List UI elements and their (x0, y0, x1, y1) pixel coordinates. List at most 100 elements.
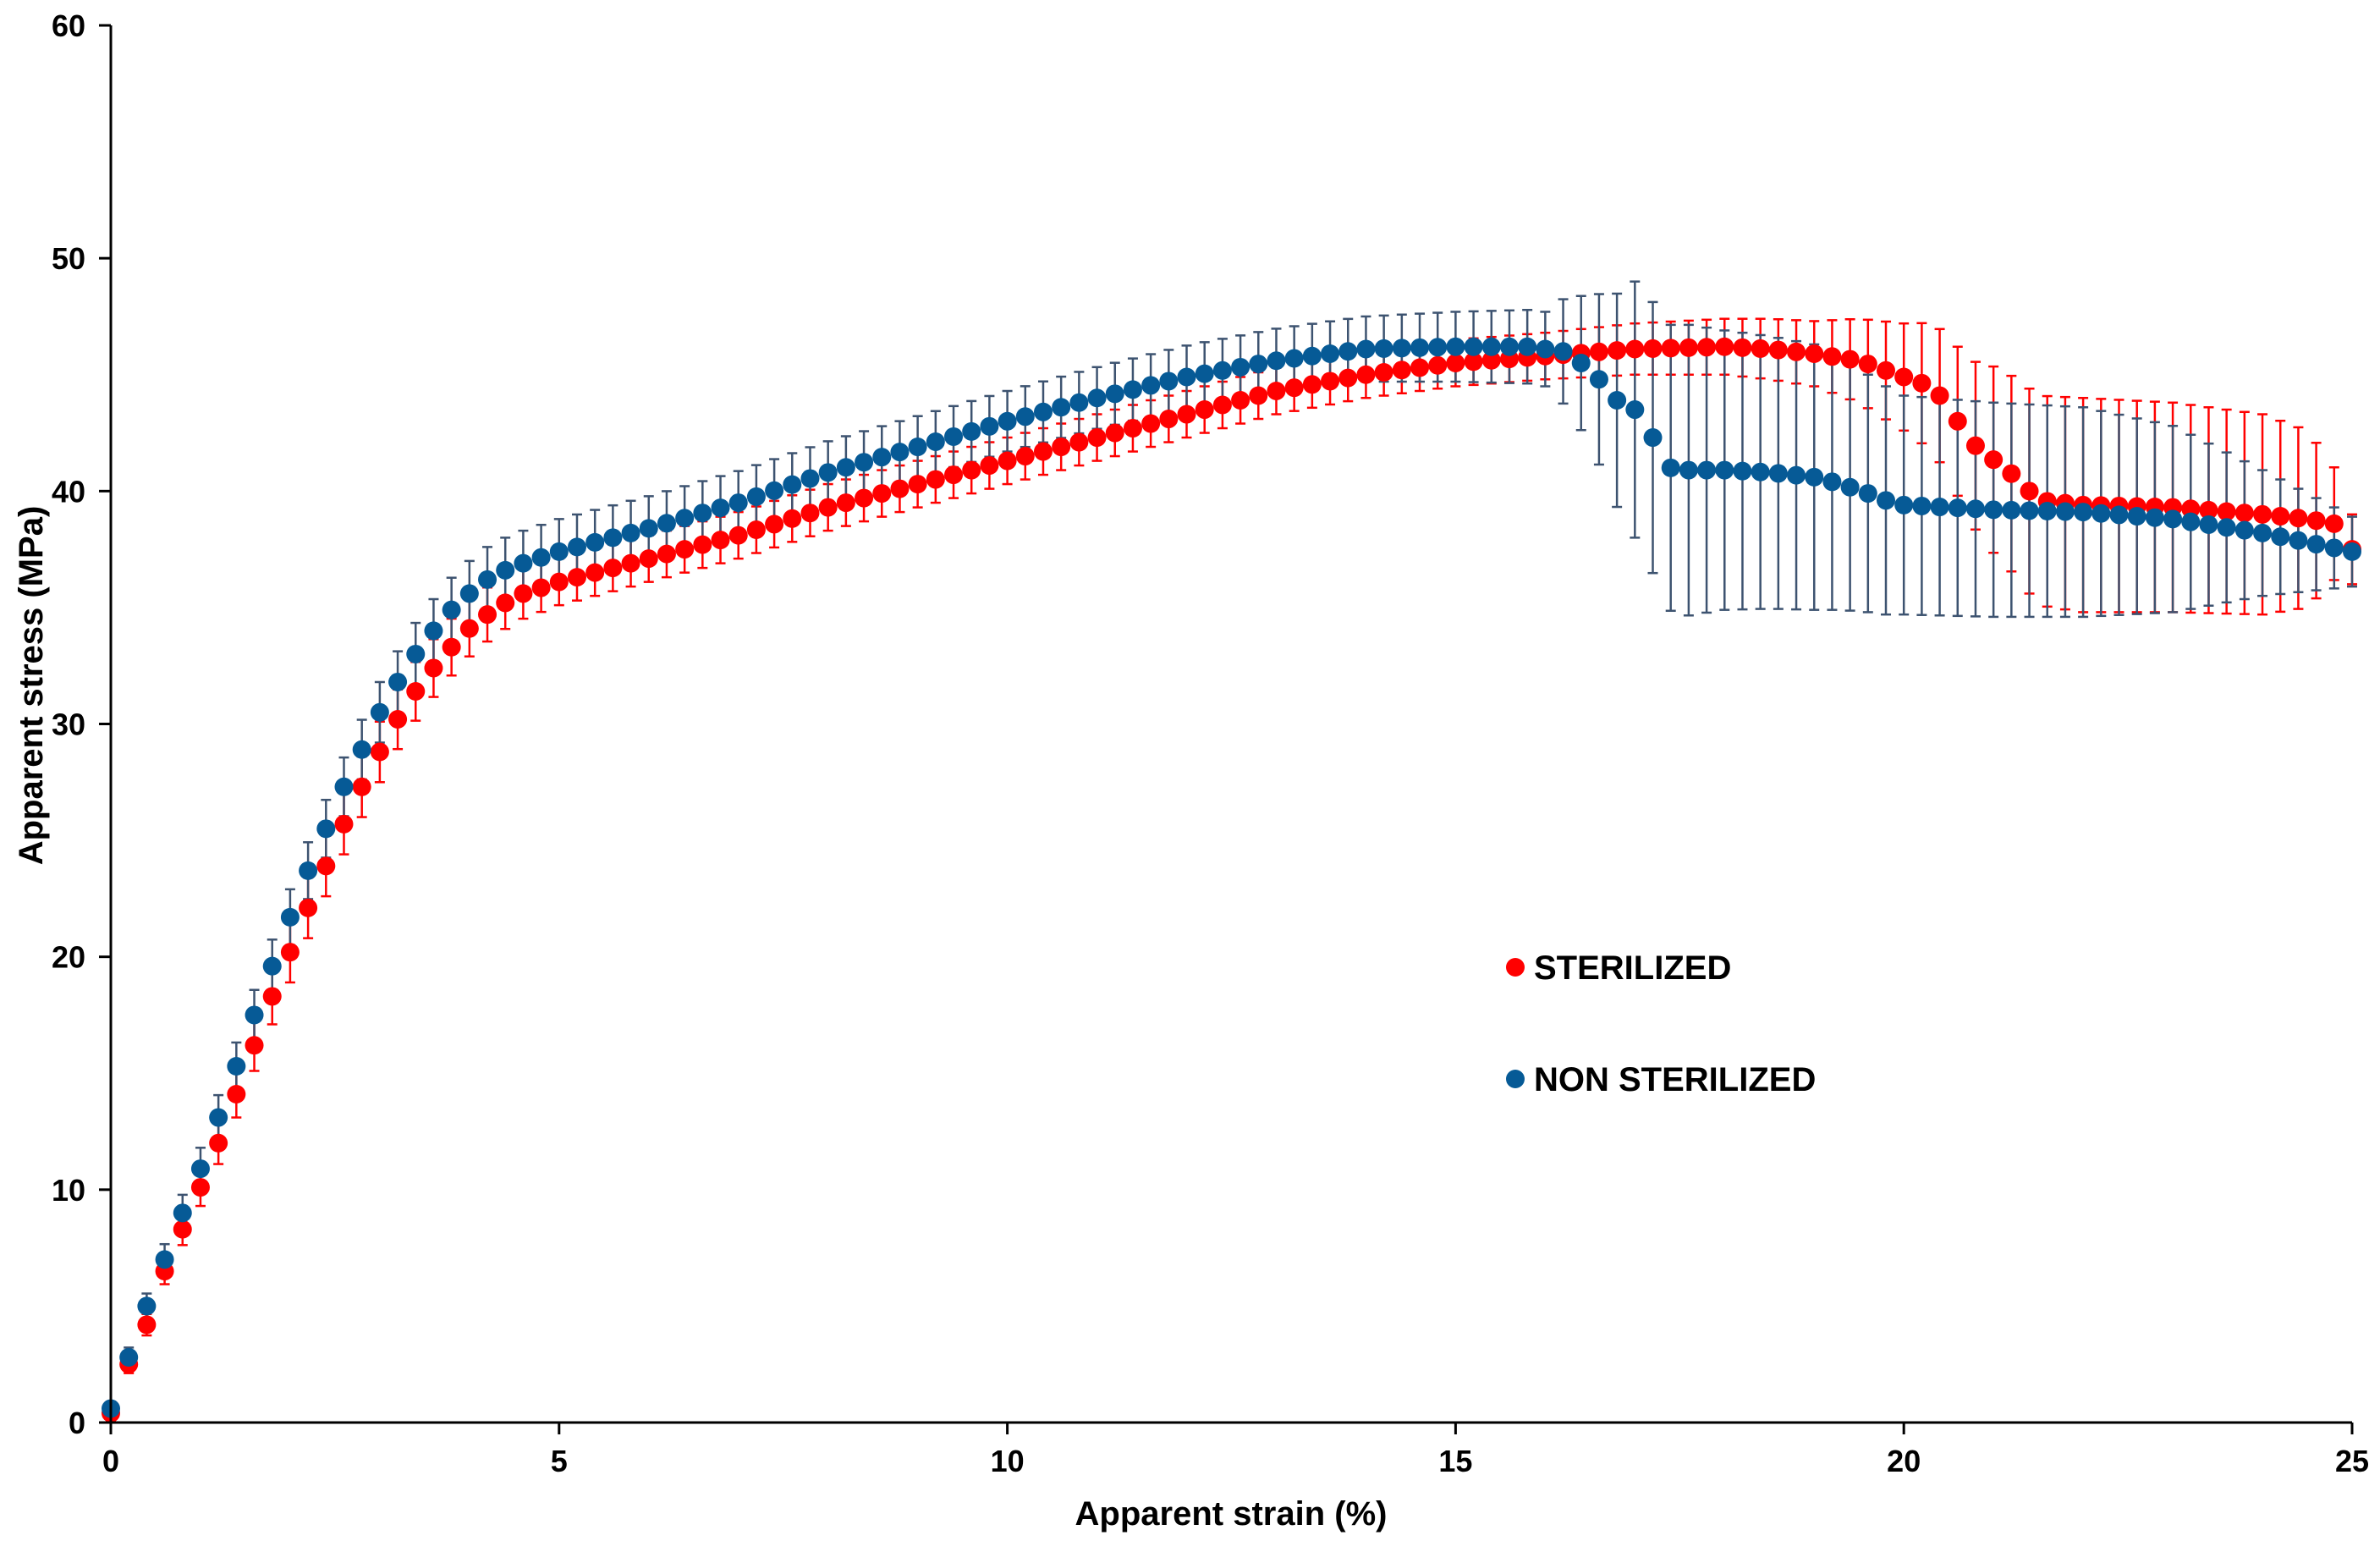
sterilized-point (1033, 442, 1053, 461)
non-sterilized-point (657, 514, 676, 533)
sterilized-point (1984, 450, 2003, 470)
non-sterilized-point (1123, 380, 1142, 399)
non-sterilized-point (1392, 338, 1411, 358)
non-sterilized-point (711, 498, 730, 518)
sterilized-point (1965, 436, 1985, 455)
sterilized-point (567, 568, 586, 587)
non-sterilized-point (352, 740, 371, 759)
non-sterilized-point (478, 570, 497, 589)
non-sterilized-point (855, 453, 874, 472)
y-tick-label: 40 (52, 474, 85, 509)
sterilized-point (2289, 509, 2308, 528)
legend-marker-non-sterilized (1506, 1070, 1525, 1088)
non-sterilized-point (1267, 351, 1286, 371)
sterilized-point (944, 465, 964, 485)
non-sterilized-point (1338, 342, 1358, 361)
non-sterilized-point (765, 481, 784, 500)
sterilized-point (406, 681, 426, 701)
y-axis-ticks: 0 10 20 30 40 50 60 (52, 8, 111, 1440)
sterilized-point (1392, 360, 1411, 380)
sterilized-point (2199, 500, 2218, 520)
non-sterilized-point (2055, 502, 2075, 521)
non-sterilized-point (1643, 428, 1663, 448)
non-sterilized-point (514, 553, 533, 573)
non-sterilized-point (1231, 357, 1250, 377)
sterilized-point (299, 898, 318, 917)
sterilized-point (2253, 504, 2273, 524)
non-sterilized-point (209, 1108, 228, 1127)
sterilized-point (675, 540, 695, 559)
sterilized-point (370, 742, 389, 762)
sterilized-point (1052, 438, 1071, 457)
non-sterilized-point (1410, 338, 1430, 357)
non-sterilized-point (459, 584, 479, 603)
sterilized-point (908, 475, 927, 494)
sterilized-point (2306, 511, 2326, 531)
sterilized-point (496, 593, 515, 613)
sterilized-point (1464, 352, 1483, 371)
sterilized-point (1679, 338, 1698, 357)
non-sterilized-point (2253, 523, 2273, 542)
non-sterilized-point (388, 672, 408, 691)
non-sterilized-point (1912, 496, 1932, 515)
sterilized-point (1069, 432, 1089, 452)
sterilized-point (1338, 368, 1358, 388)
sterilized-point (1661, 338, 1680, 358)
sterilized-point (621, 553, 640, 573)
non-sterilized-point (1499, 337, 1519, 356)
non-sterilized-point (1374, 338, 1393, 358)
sterilized-point (137, 1315, 157, 1335)
sterilized-point (765, 515, 784, 534)
sterilized-point (1643, 338, 1663, 358)
non-sterilized-point (1052, 398, 1071, 417)
sterilized-point (1894, 367, 1914, 387)
sterilized-point (549, 572, 569, 592)
sterilized-point (693, 535, 712, 554)
x-tick-label: 15 (1438, 1444, 1472, 1478)
non-sterilized-point (2324, 538, 2344, 558)
sterilized-point (1177, 405, 1196, 424)
non-sterilized-point (746, 487, 766, 506)
non-sterilized-point (836, 458, 855, 477)
non-sterilized-point (2343, 542, 2361, 561)
y-tick-label: 60 (52, 8, 85, 43)
non-sterilized-point (406, 644, 426, 663)
non-sterilized-point (2234, 520, 2254, 540)
non-sterilized-point (2289, 531, 2308, 550)
sterilized-point (1141, 414, 1161, 433)
sterilized-point (585, 563, 605, 582)
sterilized-point (173, 1219, 192, 1239)
non-sterilized-point (1159, 371, 1179, 391)
sterilized-point (388, 709, 408, 729)
sterilized-point (1858, 355, 1877, 374)
sterilized-point (316, 856, 336, 876)
sterilized-point (280, 943, 300, 962)
non-sterilized-point (567, 537, 586, 557)
sterilized-point (962, 460, 981, 480)
sterilized-point (1877, 360, 1896, 380)
sterilized-point (1930, 386, 1949, 405)
non-sterilized-point (872, 448, 892, 467)
sterilized-point (728, 526, 748, 545)
sterilized-point (1374, 362, 1393, 382)
sterilized-point (1768, 340, 1788, 360)
sterilized-point (1410, 358, 1430, 377)
y-tick-label: 10 (52, 1173, 85, 1208)
sterilized-point (818, 498, 838, 517)
sterilized-point (1625, 339, 1645, 359)
y-tick-label: 20 (52, 940, 85, 975)
non-sterilized-point (728, 493, 748, 513)
sterilized-point (1212, 395, 1232, 415)
non-sterilized-point (1141, 376, 1161, 395)
non-sterilized-point (2217, 518, 2236, 537)
sterilized-point (1284, 378, 1304, 398)
sterilized-point (657, 544, 676, 564)
sterilized-point (209, 1133, 228, 1153)
sterilized-point (1105, 423, 1124, 443)
sterilized-point (262, 987, 282, 1006)
x-axis-title: Apparent strain (%) (1075, 1495, 1388, 1533)
non-sterilized-point (1733, 461, 1752, 481)
sterilized-point (800, 504, 820, 523)
sterilized-point (2271, 507, 2290, 526)
non-sterilized-point (1553, 342, 1573, 361)
